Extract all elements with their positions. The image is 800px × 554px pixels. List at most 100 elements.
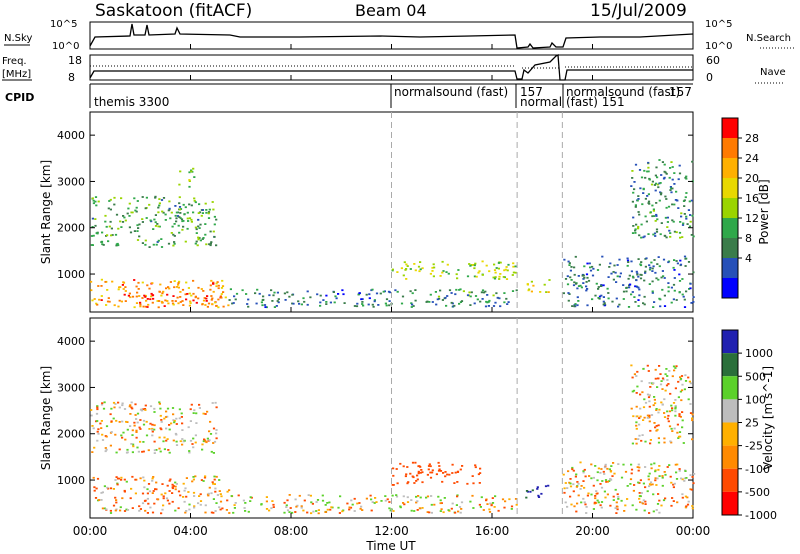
velocity-cell-r3 (451, 463, 454, 466)
velocity-cell-r1 (175, 417, 178, 420)
velocity-cell-r7 (669, 440, 672, 443)
power-cell-r4 (276, 291, 279, 294)
velocity-cell-r0 (182, 496, 185, 498)
power-cell-r9 (685, 175, 688, 178)
power-cell-r9 (659, 182, 662, 184)
velocity-cell-r7 (654, 368, 657, 371)
velocity-cell-r7 (671, 409, 674, 412)
velocity-cell-r0 (194, 475, 197, 478)
velocity-cell-r0 (197, 502, 200, 505)
cpid-segment-themis: themis 3300 (94, 95, 169, 109)
power-cell-r3 (179, 170, 182, 173)
power-cell-r2 (109, 198, 112, 201)
velocity-cell-r1 (168, 451, 171, 454)
power-cell-r2 (178, 208, 181, 211)
power-cell-r8 (643, 279, 646, 282)
power-cell-r9 (651, 215, 654, 218)
velocity-cell-r2 (300, 505, 303, 508)
velocity-cell-r0 (138, 505, 141, 508)
velocity-cell-r1 (133, 421, 136, 424)
velocity-cell-r4 (442, 511, 445, 514)
power-cell-r0 (136, 291, 139, 294)
velocity-cell-r2 (351, 503, 354, 506)
velocity-cell-r2 (317, 509, 320, 511)
velocity-cell-r2 (310, 501, 313, 504)
power-cell-r4 (329, 301, 332, 304)
velocity-cell-r2 (321, 499, 325, 502)
velocity-cell-r7 (635, 427, 638, 430)
power-cell-r6 (479, 300, 482, 303)
power-cell-r0 (95, 302, 98, 305)
power-cell-r9 (647, 193, 650, 196)
velocity-cell-r1 (126, 421, 129, 423)
velocity-cell-r1 (96, 430, 99, 433)
velocity-cell-r1 (160, 421, 163, 423)
velocity-cell-r7 (649, 386, 652, 388)
velocity-cell-r0 (115, 501, 118, 504)
power-cell-r0 (174, 300, 177, 302)
power-cell-r5 (402, 274, 405, 277)
velocity-cell-r0 (172, 485, 175, 487)
velocity-cell-r3 (417, 470, 420, 473)
power-cell-r4 (291, 293, 294, 296)
velocity-cell-r1 (118, 406, 121, 409)
power-cell-r2 (126, 212, 129, 215)
velocity-cell-r7 (657, 441, 661, 444)
velocity-cell-r7 (679, 376, 682, 379)
power-cell-r0 (169, 281, 172, 283)
power-cell-r6 (486, 301, 489, 304)
velocity-cell-r0 (212, 511, 215, 514)
power-cell-r0 (145, 299, 148, 302)
power-cell-r6 (458, 289, 461, 291)
velocity-cell-r6 (681, 496, 684, 499)
power-cell-r9 (641, 203, 644, 206)
velocity-cell-r6 (569, 482, 572, 485)
power-cell-r4 (302, 297, 305, 300)
velocity-cell-r6 (670, 504, 673, 507)
vel-cbar-tick-label-6: -500 (745, 486, 770, 499)
velocity-cell-r1 (165, 410, 168, 413)
velocity-cell-r0 (106, 486, 109, 489)
velocity-cell-r3 (415, 480, 418, 482)
power-cell-r9 (658, 182, 661, 185)
power-cell-r5 (431, 266, 434, 269)
power-cell-r8 (614, 271, 617, 274)
power-cell-r9 (646, 170, 649, 173)
velocity-cell-r6 (608, 468, 611, 471)
power-cell-r0 (168, 287, 171, 290)
power-cell-r2 (211, 201, 214, 203)
velocity-cell-r6 (617, 496, 620, 498)
velocity-cell-r1 (160, 419, 163, 421)
power-cell-r9 (634, 228, 637, 231)
velocity-cell-r7 (677, 380, 680, 383)
velocity-cell-r1 (142, 423, 146, 426)
power-cell-r9 (645, 220, 648, 223)
power-cell-r2 (205, 243, 208, 246)
xtick-label-5: 20:00 (575, 524, 610, 538)
velocity-cell-r1 (188, 451, 191, 454)
velocity-cell-r6 (614, 488, 617, 491)
power-cell-r0 (171, 300, 174, 302)
velocity-cell-r1 (208, 430, 211, 433)
velocity-cell-r2 (247, 510, 250, 513)
velocity-cell-r4 (402, 495, 405, 498)
velocity-cell-r1 (114, 433, 117, 436)
power-cell-r2 (121, 221, 125, 223)
power-cell-r5 (505, 266, 508, 268)
power-cell-r0 (172, 303, 175, 306)
power-cell-r6 (401, 295, 405, 298)
velocity-cell-r0 (216, 494, 219, 496)
velocity-cell-r4 (485, 499, 488, 502)
power-cell-r4 (325, 303, 328, 305)
power-cell-r9 (634, 232, 637, 234)
power-cell-r9 (681, 236, 684, 238)
power-cell-r9 (671, 178, 674, 181)
velocity-cell-r0 (174, 481, 177, 484)
noise-right-tick-high: 10^5 (705, 19, 732, 30)
velocity-cell-r6 (566, 505, 569, 508)
power-cell-r6 (414, 299, 417, 302)
power-cell-r2 (117, 244, 120, 247)
power-cell-r2 (173, 223, 176, 225)
